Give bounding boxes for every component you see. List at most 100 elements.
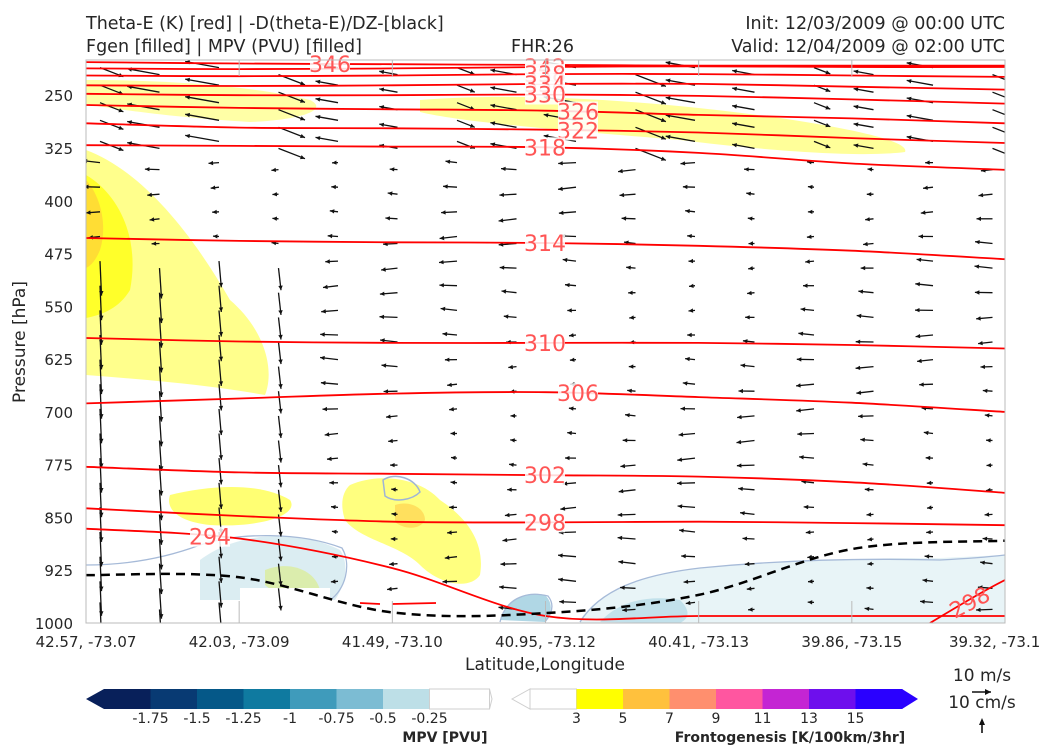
wind-arrowhead bbox=[568, 406, 574, 411]
fgen-tick-label: 5 bbox=[619, 711, 628, 727]
wind-arrow bbox=[665, 135, 696, 143]
wind-arrowhead bbox=[680, 406, 685, 411]
mpv-tick-label: -0.25 bbox=[411, 711, 447, 727]
wind-arrowhead bbox=[797, 431, 802, 437]
theta-e-label-bg bbox=[525, 465, 565, 486]
wind-arrowhead bbox=[682, 184, 688, 190]
wind-arrowhead bbox=[386, 414, 391, 419]
wind-arrowhead bbox=[565, 455, 570, 461]
fgen-colorbar-swatch bbox=[716, 689, 763, 709]
wind-arrowhead bbox=[906, 135, 912, 140]
wind-arrowhead bbox=[738, 486, 743, 491]
wind-arrowhead bbox=[278, 334, 283, 340]
wind-arrowhead bbox=[159, 635, 163, 640]
wind-arrowhead bbox=[388, 438, 393, 444]
wind-arrowhead bbox=[389, 167, 395, 172]
wind-arrowhead bbox=[208, 160, 214, 166]
wind-arrow bbox=[158, 317, 163, 348]
theta-e-label: 314 bbox=[524, 232, 566, 257]
wind-arrowhead bbox=[558, 210, 564, 215]
mpv-colorbar-swatch bbox=[104, 689, 151, 709]
wind-arrowhead bbox=[660, 100, 666, 105]
wind-arrowhead bbox=[315, 115, 321, 120]
wind-arrowhead bbox=[490, 68, 496, 73]
wind-arrowhead bbox=[391, 512, 397, 517]
wind-arrow bbox=[99, 507, 103, 542]
fgen-blob-west bbox=[86, 150, 269, 395]
wind-arrowhead bbox=[323, 284, 328, 290]
wind-arrowhead bbox=[628, 364, 634, 369]
wind-arrowhead bbox=[805, 259, 810, 264]
wind-arrowhead bbox=[916, 257, 922, 262]
wind-arrow bbox=[99, 408, 103, 444]
y-axis-label: Pressure [hPa] bbox=[10, 281, 30, 403]
wind-arrow bbox=[158, 538, 163, 570]
x-tick-label: 42.57, -73.07 bbox=[36, 633, 137, 651]
wind-arrowhead bbox=[490, 86, 496, 91]
wind-arrowhead bbox=[185, 77, 190, 82]
wind-arrowhead bbox=[218, 602, 224, 608]
mpv-tick-label: -1.75 bbox=[132, 711, 168, 727]
mpv-colorbar-swatch bbox=[150, 689, 198, 709]
theta-e-label-bg bbox=[525, 84, 565, 105]
wind-arrowhead bbox=[327, 456, 332, 461]
wind-arrow bbox=[127, 85, 160, 93]
wind-arrowhead bbox=[325, 259, 330, 264]
theta-e-label-bg bbox=[525, 512, 565, 533]
y-tick-label: 400 bbox=[44, 193, 73, 211]
y-tick-label: 925 bbox=[44, 562, 73, 580]
fgen-tick-label: 11 bbox=[754, 711, 772, 727]
x-tick-label: 39.32, -73.1 bbox=[949, 633, 1040, 651]
fgen-colorbar-extend bbox=[902, 689, 918, 709]
wind-arrowhead bbox=[799, 455, 804, 460]
wind-arrowhead bbox=[627, 388, 632, 393]
wind-arrowhead bbox=[665, 78, 671, 83]
y-tick-label: 775 bbox=[44, 457, 73, 475]
theta-e-label: 310 bbox=[524, 332, 566, 357]
mpv-colorbar-swatch bbox=[336, 689, 384, 709]
wind-arrowhead bbox=[569, 357, 575, 362]
theta-e-label-bg bbox=[310, 53, 350, 74]
wind-arrowhead bbox=[922, 578, 928, 583]
theta-e-contour bbox=[86, 391, 1005, 413]
wind-arrowhead bbox=[803, 504, 809, 510]
wind-arrowhead bbox=[144, 167, 150, 172]
wind-arrowhead bbox=[315, 97, 321, 102]
wind-arrowhead bbox=[1017, 135, 1022, 139]
wind-arrow bbox=[99, 531, 103, 567]
wind-arrowhead bbox=[443, 184, 448, 189]
wind-arrow bbox=[278, 91, 306, 104]
wind-arrowhead bbox=[687, 234, 692, 239]
theta-e-contour bbox=[86, 122, 1005, 144]
wind-arrowhead bbox=[618, 168, 623, 174]
wind-arrowhead bbox=[390, 463, 395, 468]
wind-arrow bbox=[635, 91, 667, 105]
wind-arrowhead bbox=[858, 414, 863, 419]
wind-arrowhead bbox=[450, 480, 456, 485]
wind-arrowhead bbox=[732, 69, 737, 74]
wind-arrowhead bbox=[469, 88, 475, 93]
wind-arrowhead bbox=[218, 356, 224, 362]
wind-arrowhead bbox=[219, 624, 223, 629]
wind-arrowhead bbox=[444, 555, 450, 560]
wind-arrowhead bbox=[915, 334, 921, 339]
wind-arrowhead bbox=[320, 380, 326, 386]
wind-arrowhead bbox=[680, 161, 686, 166]
wind-arrowhead bbox=[127, 120, 132, 125]
wind-arrowhead bbox=[185, 95, 190, 100]
wind-arrowhead bbox=[688, 258, 694, 264]
wind-arrowhead bbox=[920, 599, 925, 604]
wind-arrowhead bbox=[677, 457, 683, 462]
wind-arrowhead bbox=[906, 79, 912, 84]
wind-arrowhead bbox=[439, 260, 444, 265]
wind-arrowhead bbox=[509, 462, 514, 467]
wind-arrowhead bbox=[332, 160, 337, 165]
wind-arrowhead bbox=[210, 185, 216, 190]
wind-arrowhead bbox=[331, 529, 337, 534]
wind-arrowhead bbox=[924, 554, 930, 559]
wind-arrowhead bbox=[278, 310, 283, 315]
theta-e-label: 298 bbox=[524, 511, 566, 536]
wind-arrowhead bbox=[620, 463, 626, 469]
fgen-colorbar-swatch bbox=[623, 689, 670, 709]
fgen-colorbar-swatch bbox=[669, 689, 717, 709]
